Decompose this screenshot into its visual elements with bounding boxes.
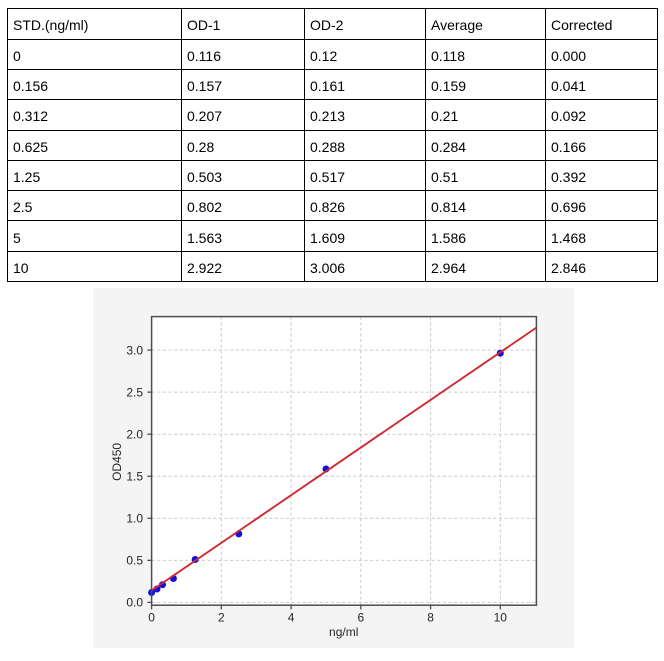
svg-text:6: 6 [357,611,364,625]
svg-text:2.5: 2.5 [126,385,143,399]
svg-text:0.0: 0.0 [126,596,143,610]
svg-text:0: 0 [148,611,155,625]
svg-text:OD450: OD450 [110,443,124,481]
svg-text:2: 2 [218,611,225,625]
svg-text:0.5: 0.5 [126,554,143,568]
svg-text:2.0: 2.0 [126,427,143,441]
svg-text:1.5: 1.5 [126,469,143,483]
svg-text:ng/ml: ng/ml [329,625,358,639]
svg-text:10: 10 [494,611,508,625]
svg-text:3.0: 3.0 [126,343,143,357]
svg-text:1.0: 1.0 [126,512,143,526]
svg-text:4: 4 [288,611,295,625]
svg-text:8: 8 [427,611,434,625]
